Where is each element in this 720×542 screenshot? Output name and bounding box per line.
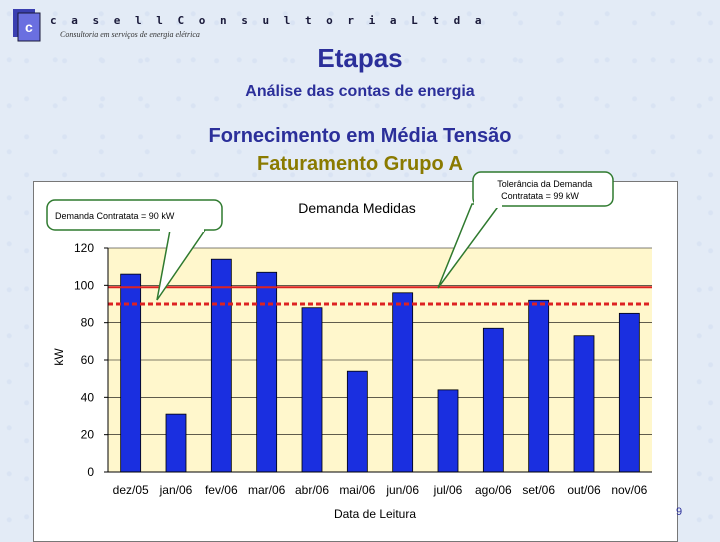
callout-box xyxy=(472,171,614,207)
bar-fev/06 xyxy=(210,258,232,473)
bar-abr/06 xyxy=(301,307,323,473)
x-axis-ticks: dez/05 jan/06 fev/06 mar/06 abr/06 mai/06 jun/… xyxy=(113,483,648,497)
bar-ago/06 xyxy=(482,327,504,473)
chart-title: Demanda Medidas xyxy=(298,200,416,216)
y-tick-label: 20 xyxy=(81,428,95,442)
company-tagline: Consultoria em serviços de energia elétr… xyxy=(60,30,200,39)
bar-out/06 xyxy=(573,335,595,473)
section-subheading: Faturamento Grupo A xyxy=(257,153,463,175)
slide-title: Etapas xyxy=(317,43,403,73)
slide-subtitle: Análise das contas de energia xyxy=(245,83,475,100)
x-tick-label: mar/06 xyxy=(248,483,286,497)
bar-jul/06 xyxy=(437,389,459,473)
y-tick-label: 100 xyxy=(74,278,94,292)
x-tick-label: jul/06 xyxy=(433,483,463,497)
x-tick-label: nov/06 xyxy=(611,483,647,497)
section-heading: Fornecimento em Média Tensão xyxy=(208,125,512,147)
y-tick-label: 0 xyxy=(87,465,94,479)
y-tick-label: 80 xyxy=(81,316,95,330)
company-name: c a s e l l C o n s u l t o r i a L t d … xyxy=(50,14,486,27)
svg-text:c: c xyxy=(25,19,33,35)
x-tick-label: ago/06 xyxy=(475,483,512,497)
x-tick-label: mai/06 xyxy=(339,483,375,497)
page-number: 9 xyxy=(676,506,683,518)
x-tick-label: set/06 xyxy=(522,483,555,497)
bar-mar/06 xyxy=(256,271,278,473)
x-tick-label: fev/06 xyxy=(205,483,238,497)
tolerance-label: Tolerância da Demanda Contratata = 99 kW xyxy=(497,179,595,201)
x-tick-label: jun/06 xyxy=(385,483,419,497)
x-tick-label: abr/06 xyxy=(295,483,329,497)
x-tick-label: out/06 xyxy=(567,483,601,497)
contract-demand-callout: Demanda Contratata = 90 kW xyxy=(46,199,223,301)
bar-jan/06 xyxy=(165,413,187,473)
company-logo-icon: c xyxy=(13,9,41,42)
bar-mai/06 xyxy=(346,370,368,473)
y-axis-label: kW xyxy=(52,348,66,366)
bar-set/06 xyxy=(528,299,550,473)
y-tick-label: 40 xyxy=(81,390,95,404)
bars-group xyxy=(120,258,640,473)
reference-lines xyxy=(108,286,652,306)
x-tick-label: jan/06 xyxy=(159,483,193,497)
x-axis-label: Data de Leitura xyxy=(334,507,416,521)
bar-dez/05 xyxy=(120,273,142,473)
contract-demand-label: Demanda Contratata = 90 kW xyxy=(55,211,175,221)
tolerance-label-line-1: Tolerância da Demanda xyxy=(497,179,592,189)
x-tick-label: dez/05 xyxy=(113,483,149,497)
tolerance-label-line-2: Contratata = 99 kW xyxy=(501,191,579,201)
bar-jun/06 xyxy=(392,292,414,473)
tolerance-callout: Tolerância da Demanda Contratata = 99 kW xyxy=(437,171,614,289)
y-axis-ticks: 0 20 40 60 80 100 120 xyxy=(74,241,108,479)
y-tick-label: 120 xyxy=(74,241,94,255)
y-tick-label: 60 xyxy=(81,353,95,367)
callout-box xyxy=(46,199,223,231)
bar-nov/06 xyxy=(618,312,640,473)
